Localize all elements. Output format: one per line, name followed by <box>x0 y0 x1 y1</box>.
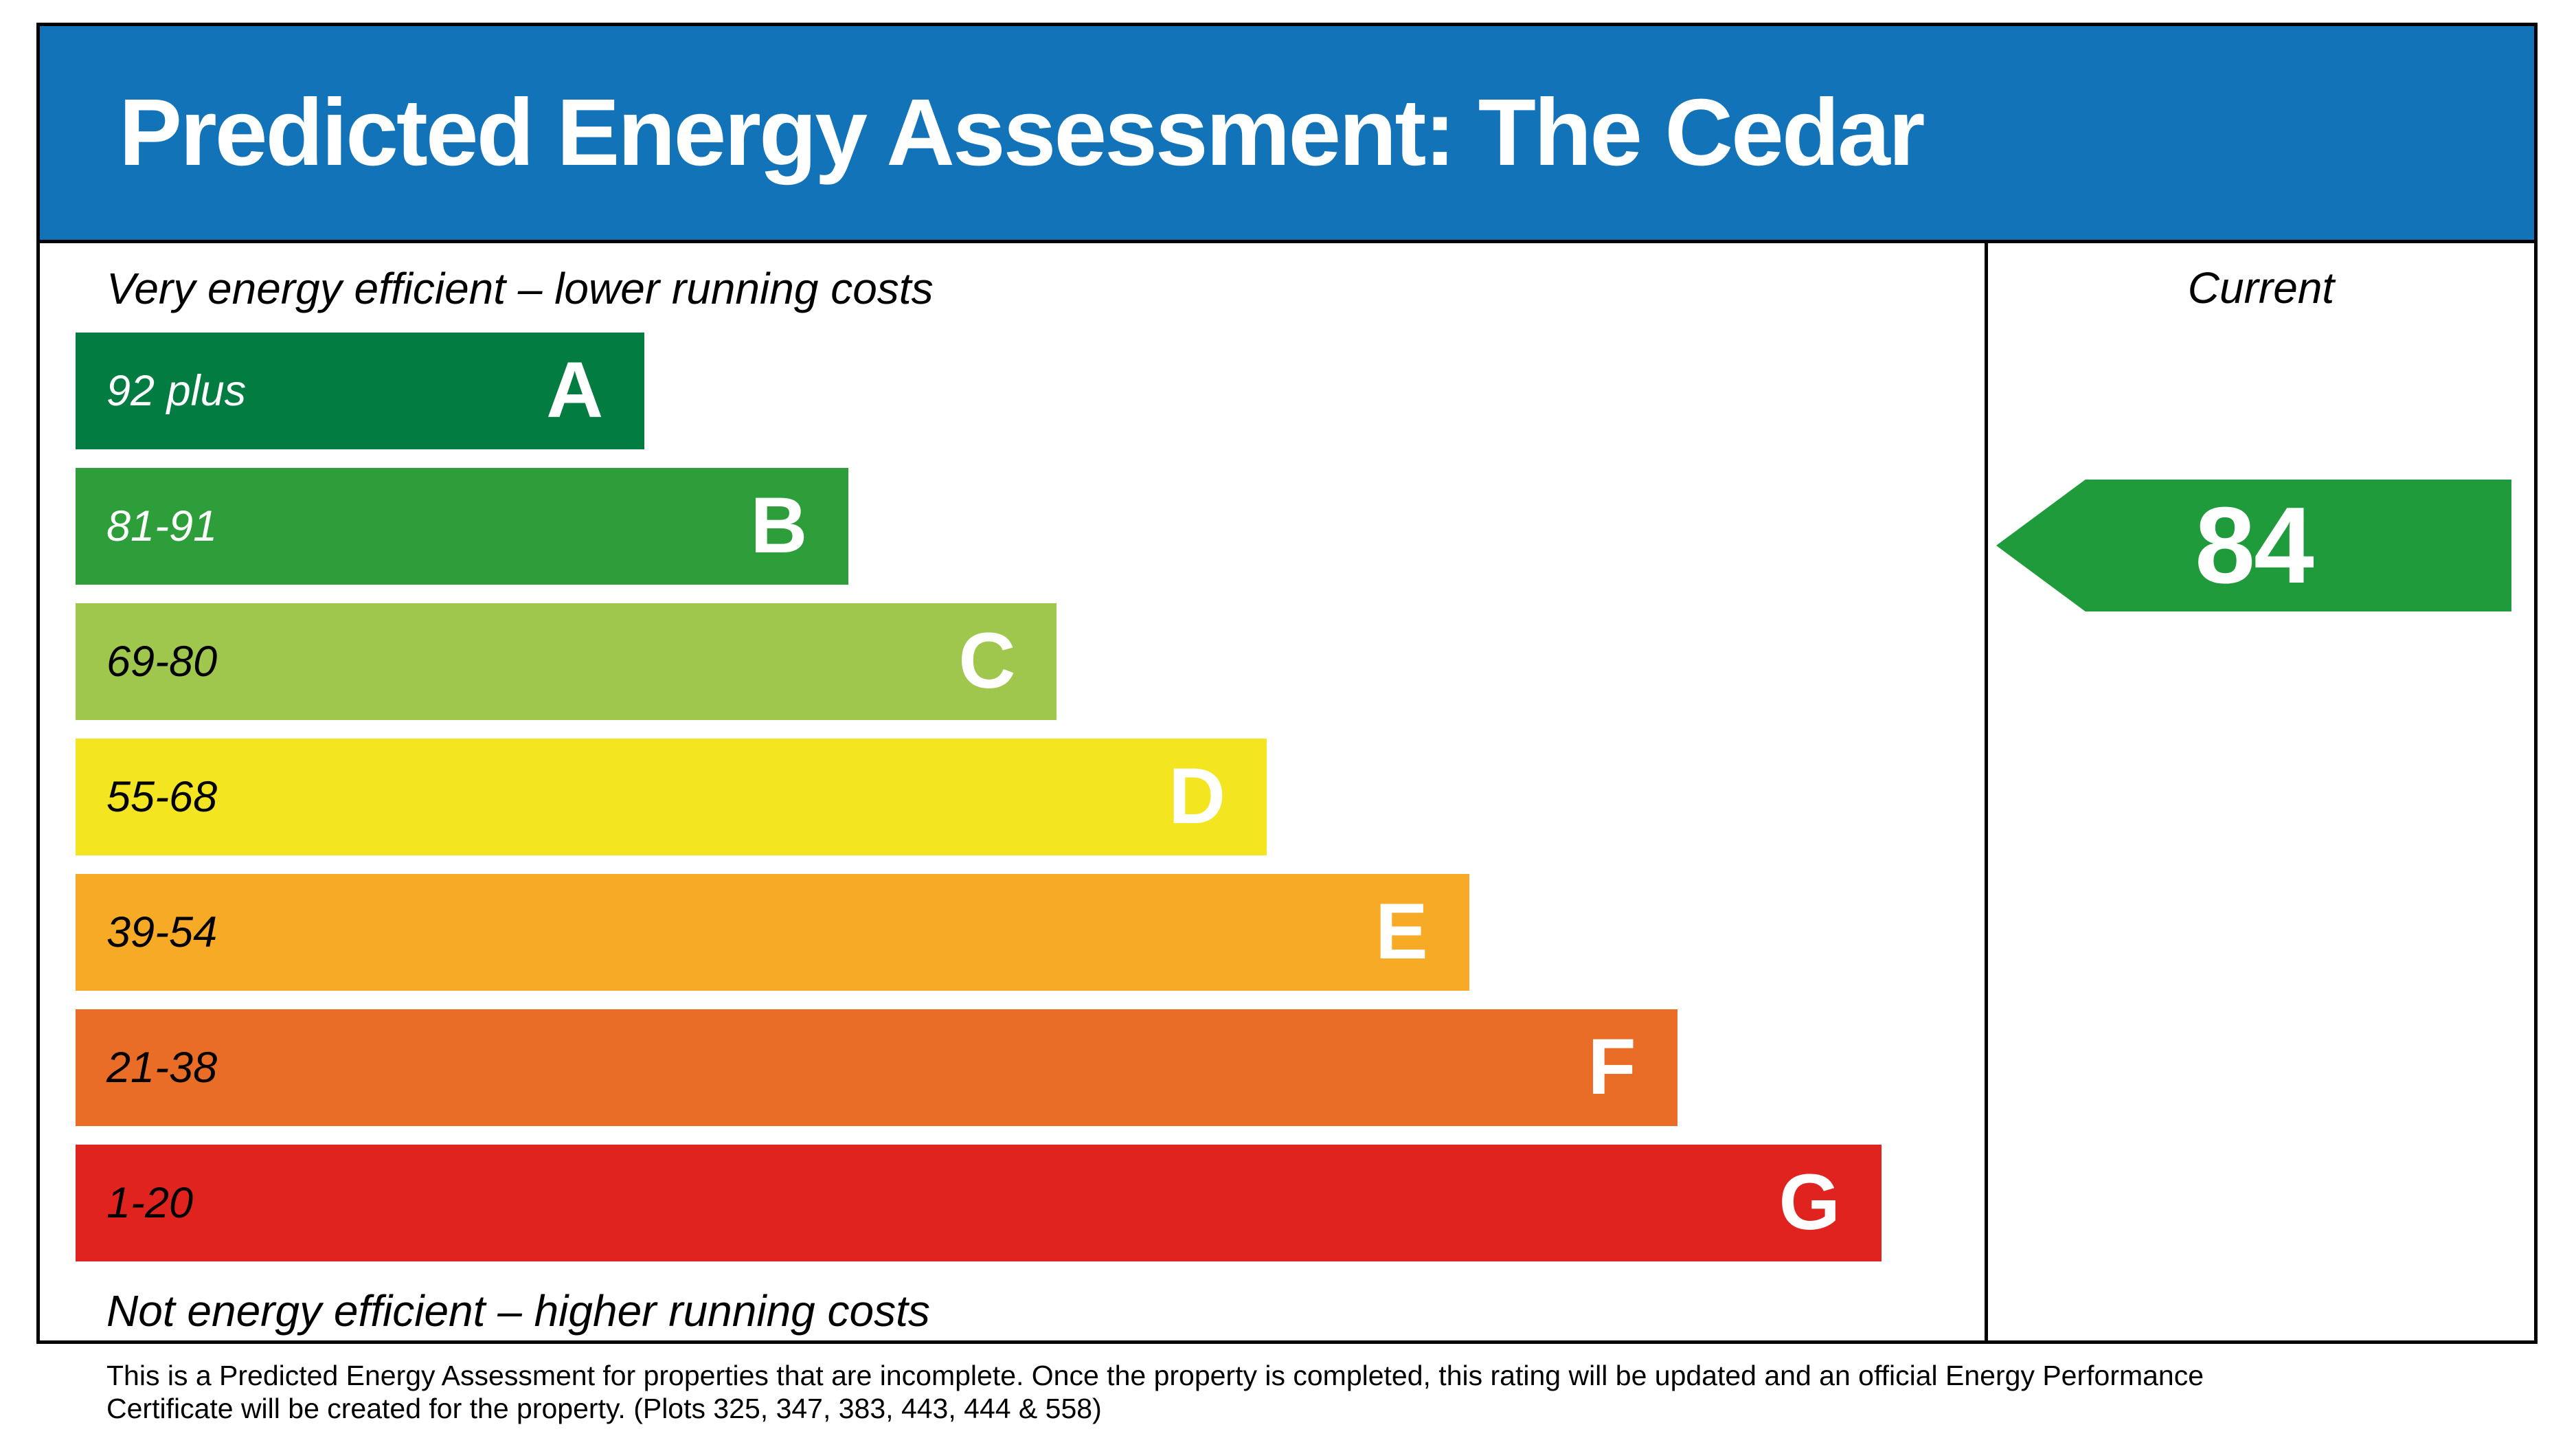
current-rating-arrow: 84 <box>1996 480 2511 611</box>
band-range-label: 39-54 <box>106 908 218 956</box>
band-range-label: 21-38 <box>106 1043 218 1092</box>
column-divider <box>1985 243 1988 1340</box>
band-letter: A <box>546 346 604 435</box>
current-rating-value: 84 <box>2195 485 2314 606</box>
epc-band-row-a: 92 plus A <box>76 332 645 449</box>
band-range-label: 81-91 <box>106 502 218 550</box>
footer-line-1: This is a Predicted Energy Assessment fo… <box>106 1360 2204 1391</box>
band-letter: C <box>958 617 1016 706</box>
page-title: Predicted Energy Assessment: The Cedar <box>119 80 1925 186</box>
epc-band-row-c: 69-80 C <box>76 603 1057 720</box>
top-efficiency-label: Very energy efficient – lower running co… <box>106 264 934 313</box>
band-letter: D <box>1168 752 1226 841</box>
bottom-efficiency-label: Not energy efficient – higher running co… <box>106 1285 930 1336</box>
band-letter: E <box>1375 888 1428 976</box>
rating-scale-column: Very energy efficient – lower running co… <box>40 243 1985 1340</box>
band-range-label: 55-68 <box>106 772 218 821</box>
band-letter: G <box>1778 1158 1840 1247</box>
chart-content: Very energy efficient – lower running co… <box>40 243 2534 1340</box>
epc-band-row-e: 39-54 E <box>76 873 1469 991</box>
epc-band-row-f: 21-38 F <box>76 1009 1677 1126</box>
epc-band-row-g: 1-20 G <box>76 1144 1882 1261</box>
epc-band-row-d: 55-68 D <box>76 738 1267 855</box>
footer-line-2: Certificate will be created for the prop… <box>106 1393 1102 1424</box>
chart-header: Predicted Energy Assessment: The Cedar <box>40 26 2534 243</box>
epc-band-row-b: 81-91 B <box>76 467 849 585</box>
band-letter: B <box>750 482 808 570</box>
epc-bands: 92 plus A 81-91 B 69-80 C 55-68 D 39-54 E 21-38 F 1-… <box>40 332 1985 1261</box>
band-range-label: 92 plus <box>106 366 247 415</box>
band-range-label: 69-80 <box>106 637 218 686</box>
current-rating-column: Current 84 <box>1988 243 2534 1340</box>
band-letter: F <box>1588 1023 1636 1112</box>
epc-chart-box: Predicted Energy Assessment: The Cedar V… <box>36 23 2538 1344</box>
band-range-label: 1-20 <box>106 1178 194 1227</box>
footer-note: This is a Predicted Energy Assessment fo… <box>106 1359 2204 1425</box>
current-column-header: Current <box>2187 263 2335 313</box>
